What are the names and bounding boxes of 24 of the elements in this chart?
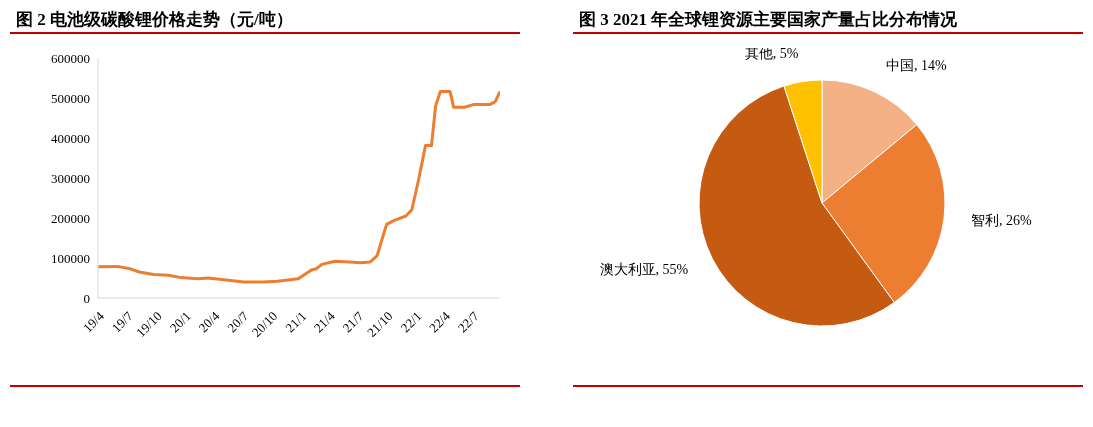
y-tick-label: 400000	[51, 130, 90, 146]
y-tick-label: 600000	[51, 50, 90, 66]
x-tick-label: 21/1	[282, 308, 310, 336]
slice-label: 澳大利亚, 55%	[599, 262, 689, 278]
chart-title: 图 3 2021 年全球锂资源主要国家产量占比分布情况	[578, 9, 959, 31]
x-tick-label: 19/4	[79, 307, 108, 336]
y-tick-label: 300000	[51, 170, 90, 186]
y-tick-label: 200000	[51, 210, 90, 226]
y-tick-label: 0	[83, 290, 90, 306]
x-tick-label: 20/4	[195, 307, 223, 336]
x-tick-label: 20/7	[224, 307, 252, 336]
x-tick-label: 20/1	[166, 308, 194, 336]
y-tick-label: 100000	[51, 250, 90, 266]
x-tick-label: 22/1	[397, 308, 425, 336]
x-tick-label: 22/7	[454, 307, 483, 336]
slice-label: 中国, 14%	[885, 58, 947, 74]
x-tick-label: 22/4	[426, 307, 454, 336]
line-series	[98, 90, 500, 284]
slice-label: 智利, 26%	[970, 213, 1032, 229]
y-tick-label: 500000	[51, 90, 90, 106]
x-tick-label: 21/7	[339, 307, 367, 336]
x-tick-label: 21/4	[310, 307, 339, 336]
chart-title: 图 2 电池级碳酸锂价格走势（元/吨）	[15, 9, 294, 31]
x-tick-label: 19/7	[108, 307, 136, 336]
